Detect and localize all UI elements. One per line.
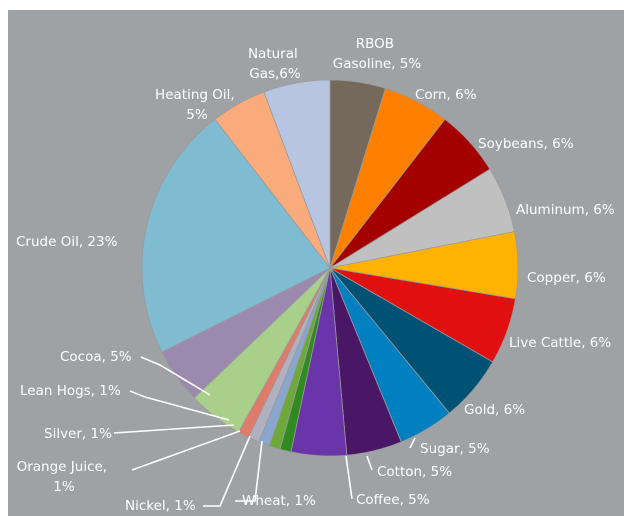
label-orange-juice-line2: 1% — [53, 479, 75, 495]
leader-coffee — [345, 455, 353, 500]
label-rbob-gasoline: RBOB Gasoline, 5% — [333, 36, 422, 72]
slice-natural-gas — [263, 79, 331, 269]
label-heating-oil: Heating Oil, 5% — [155, 87, 239, 123]
label-orange-juice-line1: Orange Juice, — [17, 459, 107, 475]
label-coffee: Coffee, 5% — [356, 492, 430, 508]
label-rbob-line1: RBOB — [356, 36, 394, 52]
label-corn: Corn, 6% — [415, 87, 477, 103]
label-sugar: Sugar, 5% — [420, 441, 490, 457]
leader-sugar — [409, 437, 416, 449]
label-wheat: Wheat, 1% — [242, 493, 316, 509]
label-live-cattle: Live Cattle, 6% — [509, 335, 611, 351]
label-cocoa: Cocoa, 5% — [60, 349, 132, 365]
label-crude-oil: Crude Oil, 23% — [16, 234, 118, 250]
pie-slices — [141, 79, 519, 457]
leader-silver — [113, 424, 235, 434]
label-silver: Silver, 1% — [44, 426, 112, 442]
label-rbob-line2: Gasoline, 5% — [333, 56, 422, 72]
label-orange-juice: Orange Juice, 1% — [17, 459, 112, 495]
label-lean-hogs: Lean Hogs, 1% — [20, 383, 121, 399]
label-gold: Gold, 6% — [464, 402, 525, 418]
label-soybeans: Soybeans, 6% — [478, 136, 574, 152]
leader-wheat — [235, 440, 263, 502]
leader-cocoa — [140, 356, 211, 396]
leader-lines — [113, 356, 416, 507]
label-nickel: Nickel, 1% — [125, 498, 196, 514]
label-heating-oil-line2: 5% — [186, 107, 208, 123]
label-natural-gas-line1: Natural — [248, 46, 298, 62]
leader-nickel — [203, 435, 251, 507]
label-cotton: Cotton, 5% — [377, 464, 452, 480]
label-aluminum: Aluminum, 6% — [516, 202, 615, 218]
slice-crude-oil — [141, 118, 331, 353]
leader-cotton — [366, 455, 373, 471]
label-natural-gas-line2: Gas,6% — [249, 66, 301, 82]
leader-lean-hogs — [129, 390, 230, 421]
label-natural-gas: Natural Gas,6% — [248, 46, 302, 82]
label-heating-oil-line1: Heating Oil, — [155, 87, 235, 103]
leader-orange-juice — [131, 430, 241, 471]
label-copper: Copper, 6% — [527, 270, 606, 286]
